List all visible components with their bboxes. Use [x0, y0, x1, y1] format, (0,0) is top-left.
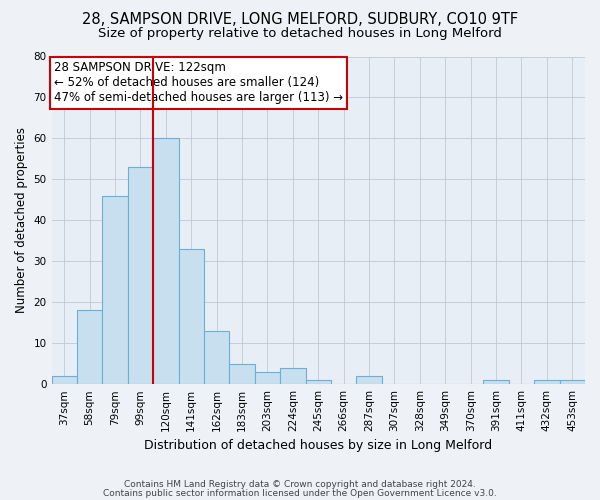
Bar [229, 364, 255, 384]
Text: Contains HM Land Registry data © Crown copyright and database right 2024.: Contains HM Land Registry data © Crown c… [124, 480, 476, 489]
X-axis label: Distribution of detached houses by size in Long Melford: Distribution of detached houses by size … [144, 440, 493, 452]
Bar [534, 380, 560, 384]
Text: Contains public sector information licensed under the Open Government Licence v3: Contains public sector information licen… [103, 489, 497, 498]
Bar [128, 167, 153, 384]
Bar [560, 380, 585, 384]
Bar [484, 380, 509, 384]
Bar [255, 372, 280, 384]
Text: 28 SAMPSON DRIVE: 122sqm
← 52% of detached houses are smaller (124)
47% of semi-: 28 SAMPSON DRIVE: 122sqm ← 52% of detach… [54, 62, 343, 104]
Bar [179, 249, 204, 384]
Bar [280, 368, 305, 384]
Text: 28, SAMPSON DRIVE, LONG MELFORD, SUDBURY, CO10 9TF: 28, SAMPSON DRIVE, LONG MELFORD, SUDBURY… [82, 12, 518, 28]
Bar [153, 138, 179, 384]
Text: Size of property relative to detached houses in Long Melford: Size of property relative to detached ho… [98, 28, 502, 40]
Y-axis label: Number of detached properties: Number of detached properties [15, 128, 28, 314]
Bar [77, 310, 103, 384]
Bar [204, 331, 229, 384]
Bar [52, 376, 77, 384]
Bar [305, 380, 331, 384]
Bar [103, 196, 128, 384]
Bar [356, 376, 382, 384]
